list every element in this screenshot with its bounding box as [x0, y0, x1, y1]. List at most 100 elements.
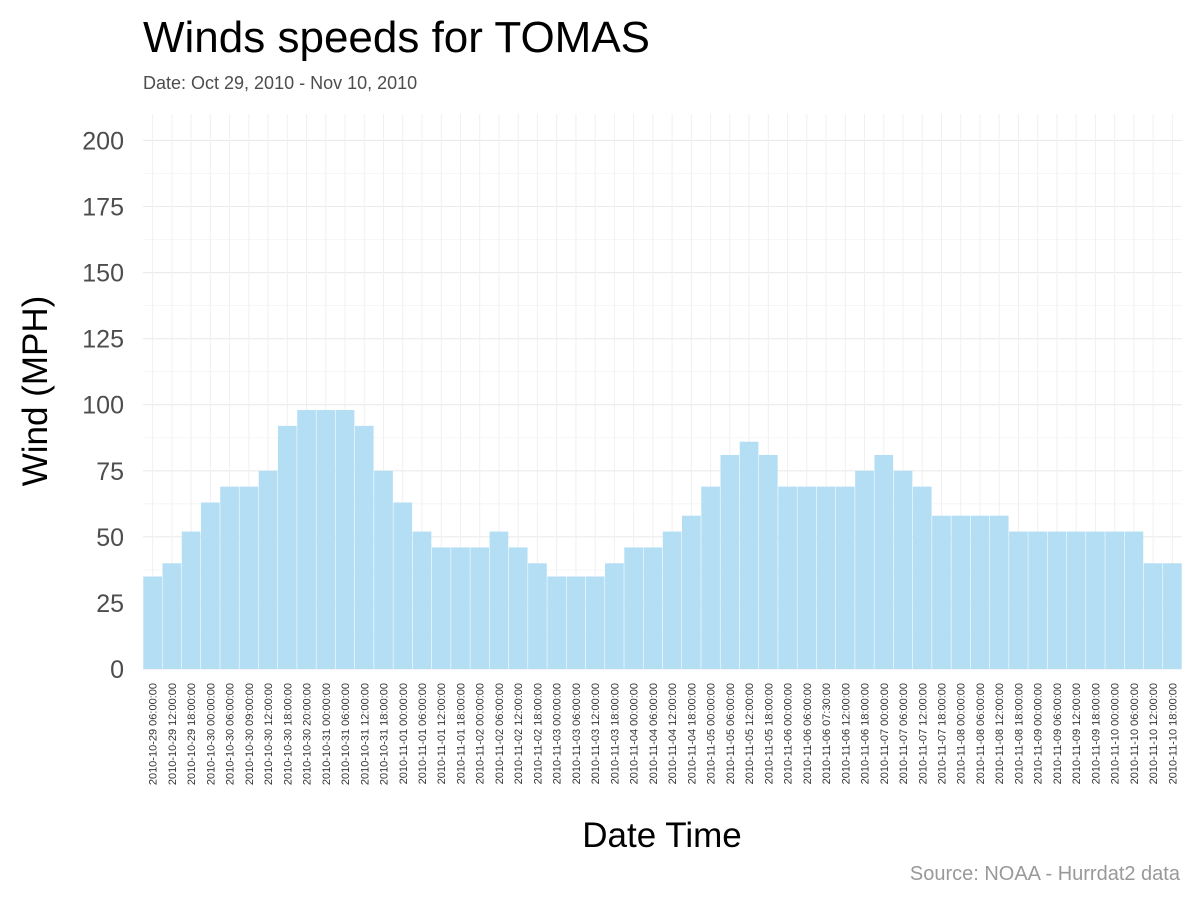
x-tick-label: 2010-11-03 18:00:00 — [609, 683, 621, 784]
bar — [316, 410, 336, 669]
x-tick-label: 2010-11-07 18:00:00 — [936, 683, 948, 784]
x-tick-label: 2010-11-06 18:00:00 — [860, 683, 872, 784]
bar — [1124, 531, 1144, 669]
y-tick-label: 100 — [82, 392, 124, 420]
x-tick-label: 2010-11-05 06:00:00 — [725, 683, 737, 784]
x-tick-label: 2010-11-01 06:00:00 — [417, 683, 429, 784]
x-tick-label: 2010-10-30 09:00:00 — [244, 683, 256, 785]
x-tick-label: 2010-10-31 12:00:00 — [359, 683, 371, 785]
bar — [239, 486, 259, 669]
bar — [181, 531, 201, 669]
x-tick-label: 2010-10-31 18:00:00 — [379, 683, 391, 785]
x-tick-label: 2010-11-10 00:00:00 — [1110, 683, 1122, 784]
chart-caption: Source: NOAA - Hurrdat2 data — [910, 863, 1181, 885]
bar — [1143, 563, 1163, 669]
x-tick-label: 2010-11-05 18:00:00 — [763, 683, 775, 784]
x-tick-label: 2010-11-02 06:00:00 — [494, 683, 506, 784]
chart-title: Winds speeds for TOMAS — [143, 13, 650, 62]
x-tick-label: 2010-11-08 06:00:00 — [975, 683, 987, 784]
bar — [662, 531, 682, 669]
x-tick-label: 2010-11-01 12:00:00 — [436, 683, 448, 784]
chart-subtitle: Date: Oct 29, 2010 - Nov 10, 2010 — [143, 73, 417, 93]
bar — [701, 486, 720, 669]
y-tick-label: 75 — [96, 458, 124, 486]
bar — [778, 486, 797, 669]
x-tick-label: 2010-10-29 18:00:00 — [186, 683, 198, 785]
x-axis-ticks: 2010-10-29 06:00:00 2010-10-29 12:00:00 20… — [148, 683, 1180, 785]
x-tick-label: 2010-10-29 06:00:00 — [148, 683, 160, 785]
bar — [951, 515, 971, 669]
bar — [297, 410, 316, 669]
x-tick-label: 2010-11-07 00:00:00 — [879, 683, 891, 784]
x-tick-label: 2010-11-05 00:00:00 — [706, 683, 718, 784]
bar — [720, 454, 740, 669]
bars — [143, 410, 1182, 669]
x-tick-label: 2010-11-07 06:00:00 — [898, 683, 910, 784]
bar — [335, 410, 355, 669]
bar — [451, 547, 470, 669]
y-tick-label: 175 — [82, 194, 124, 222]
bar — [220, 486, 239, 669]
bar — [393, 502, 413, 669]
x-tick-label: 2010-10-31 06:00:00 — [340, 683, 352, 785]
x-tick-label: 2010-11-09 00:00:00 — [1033, 683, 1045, 784]
bar — [682, 515, 701, 669]
bar — [1066, 531, 1086, 669]
bar — [643, 547, 663, 669]
x-tick-label: 2010-10-30 12:00:00 — [263, 683, 275, 785]
bar — [585, 576, 605, 669]
x-tick-label: 2010-11-04 06:00:00 — [648, 683, 660, 784]
bar — [624, 547, 643, 669]
x-tick-label: 2010-11-06 06:00:00 — [802, 683, 814, 784]
y-axis-label: Wind (MPH) — [16, 296, 55, 487]
y-tick-label: 0 — [110, 656, 124, 684]
bar — [739, 441, 759, 669]
bar — [605, 563, 624, 669]
bar — [912, 486, 932, 669]
x-tick-label: 2010-11-08 12:00:00 — [994, 683, 1006, 784]
x-tick-label: 2010-10-30 18:00:00 — [282, 683, 294, 785]
bar — [201, 502, 220, 669]
bar — [1047, 531, 1067, 669]
y-tick-label: 125 — [82, 326, 124, 354]
bar — [989, 515, 1009, 669]
x-tick-label: 2010-11-02 00:00:00 — [475, 683, 487, 784]
x-tick-label: 2010-10-30 06:00:00 — [225, 683, 237, 785]
x-tick-label: 2010-10-29 12:00:00 — [167, 683, 179, 785]
x-tick-label: 2010-11-06 00:00:00 — [783, 683, 795, 784]
bar — [143, 576, 162, 669]
x-tick-label: 2010-11-01 00:00:00 — [398, 683, 410, 784]
x-tick-label: 2010-11-06 12:00:00 — [840, 683, 852, 784]
x-tick-label: 2010-11-03 06:00:00 — [571, 683, 583, 784]
bar — [970, 515, 990, 669]
bar — [374, 470, 393, 669]
bar — [1086, 531, 1105, 669]
y-tick-label: 25 — [96, 590, 124, 618]
x-tick-label: 2010-11-07 12:00:00 — [917, 683, 929, 784]
bar — [547, 576, 567, 669]
x-tick-label: 2010-11-03 00:00:00 — [552, 683, 564, 784]
y-tick-label: 50 — [96, 524, 124, 552]
y-tick-label: 150 — [82, 260, 124, 288]
bar — [528, 563, 547, 669]
x-tick-label: 2010-11-04 12:00:00 — [667, 683, 679, 784]
bar — [258, 470, 278, 669]
x-tick-label: 2010-11-10 06:00:00 — [1129, 683, 1141, 784]
bar — [816, 486, 836, 669]
x-tick-label: 2010-11-01 18:00:00 — [455, 683, 467, 784]
bar — [835, 486, 855, 669]
x-tick-label: 2010-11-04 18:00:00 — [686, 683, 698, 784]
bar — [1028, 531, 1048, 669]
y-tick-label: 200 — [82, 127, 124, 155]
x-tick-label: 2010-10-31 00:00:00 — [321, 683, 333, 785]
bar — [893, 470, 913, 669]
x-tick-label: 2010-11-06 07:30:00 — [821, 683, 833, 784]
bar — [758, 454, 778, 669]
bar — [1009, 531, 1028, 669]
x-tick-label: 2010-11-03 12:00:00 — [590, 683, 602, 784]
x-tick-label: 2010-11-05 12:00:00 — [744, 683, 756, 784]
x-axis-label: Date Time — [582, 816, 742, 855]
bar — [431, 547, 451, 669]
bar — [932, 515, 951, 669]
